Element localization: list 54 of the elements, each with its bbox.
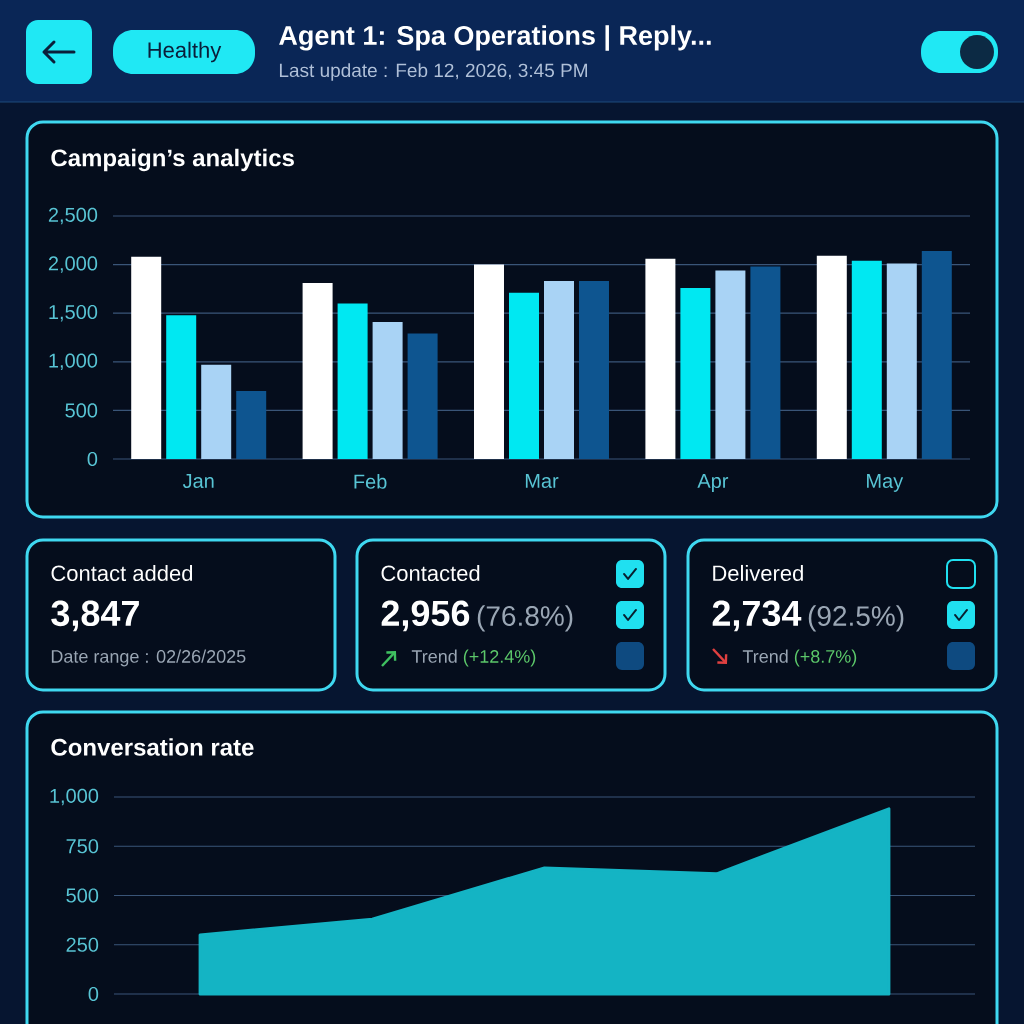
y-tick-label: 250 bbox=[66, 937, 99, 952]
text: Delivered bbox=[713, 564, 803, 582]
bar bbox=[407, 333, 438, 459]
bar bbox=[131, 256, 162, 459]
y-tick-label: 1,500 bbox=[49, 304, 98, 322]
y-tick-label: 500 bbox=[66, 888, 99, 903]
text: Contacted bbox=[381, 564, 480, 582]
bar bbox=[851, 260, 882, 459]
y-tick-label: 750 bbox=[66, 839, 99, 854]
bar bbox=[474, 264, 504, 459]
text: 2,734 bbox=[712, 600, 802, 632]
text: Contact added bbox=[51, 564, 193, 582]
x-tick-label: Mar bbox=[525, 474, 559, 489]
bar bbox=[201, 364, 232, 459]
chart-title: Campaign’s analytics bbox=[51, 148, 294, 172]
bar bbox=[337, 303, 368, 459]
text: 3,847 bbox=[51, 600, 139, 632]
x-tick-label: Jan bbox=[182, 474, 214, 489]
text: (76.8%) bbox=[477, 605, 573, 632]
chart-title: Conversation rate bbox=[51, 738, 254, 756]
y-tick-label: 1,000 bbox=[49, 353, 98, 371]
bar bbox=[750, 266, 781, 459]
bar bbox=[166, 315, 197, 459]
x-tick-label: Apr bbox=[697, 474, 729, 492]
text: Agent 1: Spa Operations | Reply... bbox=[279, 25, 711, 51]
text: 2,956 bbox=[381, 600, 470, 632]
text: Date range : 02/26/2025 bbox=[51, 649, 246, 667]
bar bbox=[886, 263, 917, 459]
y-tick-label: 0 bbox=[88, 986, 99, 1002]
bar bbox=[921, 250, 952, 459]
bar bbox=[302, 283, 333, 459]
x-tick-label: May bbox=[867, 474, 904, 492]
x-tick-label: Feb bbox=[354, 474, 387, 489]
text: Trend bbox=[742, 649, 788, 663]
bar bbox=[236, 390, 267, 459]
y-tick-label: 0 bbox=[87, 451, 98, 467]
text: Trend bbox=[411, 649, 457, 663]
y-tick-label: 2,500 bbox=[48, 207, 98, 225]
text: Last update : Feb 12, 2026, 3:45 PM bbox=[279, 63, 587, 81]
y-tick-label: 2,000 bbox=[48, 256, 98, 273]
bar bbox=[715, 270, 746, 459]
text: (92.5%) bbox=[808, 605, 904, 632]
bar bbox=[509, 292, 539, 459]
bar bbox=[372, 321, 403, 459]
bar bbox=[645, 258, 676, 459]
bar bbox=[579, 281, 609, 459]
y-tick-label: 500 bbox=[65, 403, 98, 418]
y-tick-label: 1,000 bbox=[50, 788, 99, 806]
text: (+12.4%) bbox=[463, 649, 536, 667]
text: Healthy bbox=[148, 41, 222, 63]
bar bbox=[816, 255, 847, 459]
bar bbox=[680, 287, 711, 459]
bar bbox=[544, 281, 574, 459]
text: (+8.7%) bbox=[794, 649, 857, 667]
